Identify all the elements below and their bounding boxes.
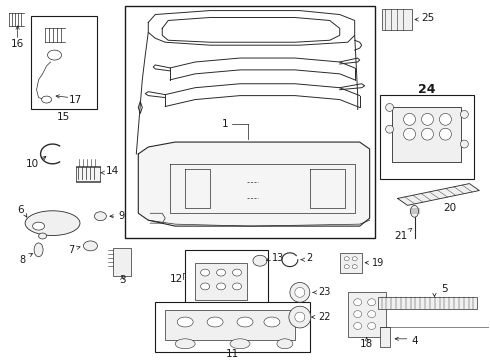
Ellipse shape <box>368 299 376 306</box>
Bar <box>380 327 390 347</box>
Polygon shape <box>397 184 479 205</box>
Ellipse shape <box>34 243 43 257</box>
Ellipse shape <box>42 96 51 103</box>
Circle shape <box>421 128 434 140</box>
Ellipse shape <box>48 50 62 60</box>
Text: 19: 19 <box>371 258 384 268</box>
Ellipse shape <box>461 140 468 148</box>
Ellipse shape <box>83 241 98 251</box>
Ellipse shape <box>354 299 362 306</box>
Ellipse shape <box>368 323 376 329</box>
Ellipse shape <box>230 339 250 349</box>
Ellipse shape <box>411 205 418 217</box>
Bar <box>378 297 477 309</box>
Text: 10: 10 <box>26 159 39 169</box>
Ellipse shape <box>217 283 225 290</box>
Polygon shape <box>138 142 369 226</box>
Bar <box>155 302 310 352</box>
Bar <box>113 248 131 275</box>
Circle shape <box>290 283 310 302</box>
Circle shape <box>421 113 434 125</box>
Ellipse shape <box>207 317 223 327</box>
Text: 9: 9 <box>119 211 124 221</box>
Ellipse shape <box>39 233 47 239</box>
Text: 2: 2 <box>306 253 312 263</box>
Text: 5: 5 <box>441 284 448 294</box>
Text: 11: 11 <box>225 348 239 359</box>
Ellipse shape <box>200 283 210 290</box>
Bar <box>185 250 268 309</box>
Text: 18: 18 <box>360 339 373 349</box>
Text: 8: 8 <box>20 255 25 265</box>
Ellipse shape <box>200 269 210 276</box>
Text: 25: 25 <box>421 13 435 23</box>
Bar <box>348 292 386 337</box>
Ellipse shape <box>352 265 357 269</box>
Ellipse shape <box>217 269 225 276</box>
Ellipse shape <box>233 269 242 276</box>
Text: 12: 12 <box>170 274 183 284</box>
Ellipse shape <box>352 257 357 261</box>
Ellipse shape <box>344 257 349 261</box>
Text: 22: 22 <box>318 312 330 322</box>
Circle shape <box>440 113 451 125</box>
Ellipse shape <box>354 311 362 318</box>
Bar <box>380 95 474 179</box>
Text: 7: 7 <box>68 245 74 255</box>
Text: 23: 23 <box>318 287 330 297</box>
Bar <box>76 166 100 182</box>
Ellipse shape <box>237 317 253 327</box>
Ellipse shape <box>368 311 376 318</box>
Ellipse shape <box>33 222 45 230</box>
Text: 16: 16 <box>11 39 24 49</box>
Bar <box>125 6 375 238</box>
Text: 4: 4 <box>411 336 418 346</box>
Ellipse shape <box>386 125 393 133</box>
Circle shape <box>440 128 451 140</box>
Ellipse shape <box>461 111 468 118</box>
Ellipse shape <box>233 283 242 290</box>
Bar <box>30 15 98 109</box>
Circle shape <box>295 287 305 297</box>
Bar <box>165 310 295 340</box>
Text: 6: 6 <box>17 205 24 215</box>
Ellipse shape <box>277 339 293 349</box>
Ellipse shape <box>253 255 267 266</box>
Text: 1: 1 <box>221 119 228 129</box>
Ellipse shape <box>264 317 280 327</box>
Bar <box>392 108 462 162</box>
Text: 3: 3 <box>119 275 125 285</box>
Bar <box>195 263 247 300</box>
Ellipse shape <box>386 104 393 112</box>
Ellipse shape <box>344 265 349 269</box>
Circle shape <box>295 312 305 322</box>
Text: 13: 13 <box>272 253 284 263</box>
Circle shape <box>289 306 311 328</box>
Text: 17: 17 <box>69 95 82 104</box>
Bar <box>382 9 412 30</box>
Text: 20: 20 <box>443 203 456 213</box>
Text: 14: 14 <box>105 166 119 176</box>
Text: 21: 21 <box>394 231 408 241</box>
Ellipse shape <box>177 317 193 327</box>
Text: 24: 24 <box>418 83 435 96</box>
Circle shape <box>404 113 416 125</box>
Ellipse shape <box>175 339 195 349</box>
Circle shape <box>404 128 416 140</box>
Ellipse shape <box>95 212 106 221</box>
Ellipse shape <box>25 211 80 235</box>
Bar <box>340 253 362 273</box>
Ellipse shape <box>354 323 362 329</box>
Text: 15: 15 <box>57 112 70 122</box>
